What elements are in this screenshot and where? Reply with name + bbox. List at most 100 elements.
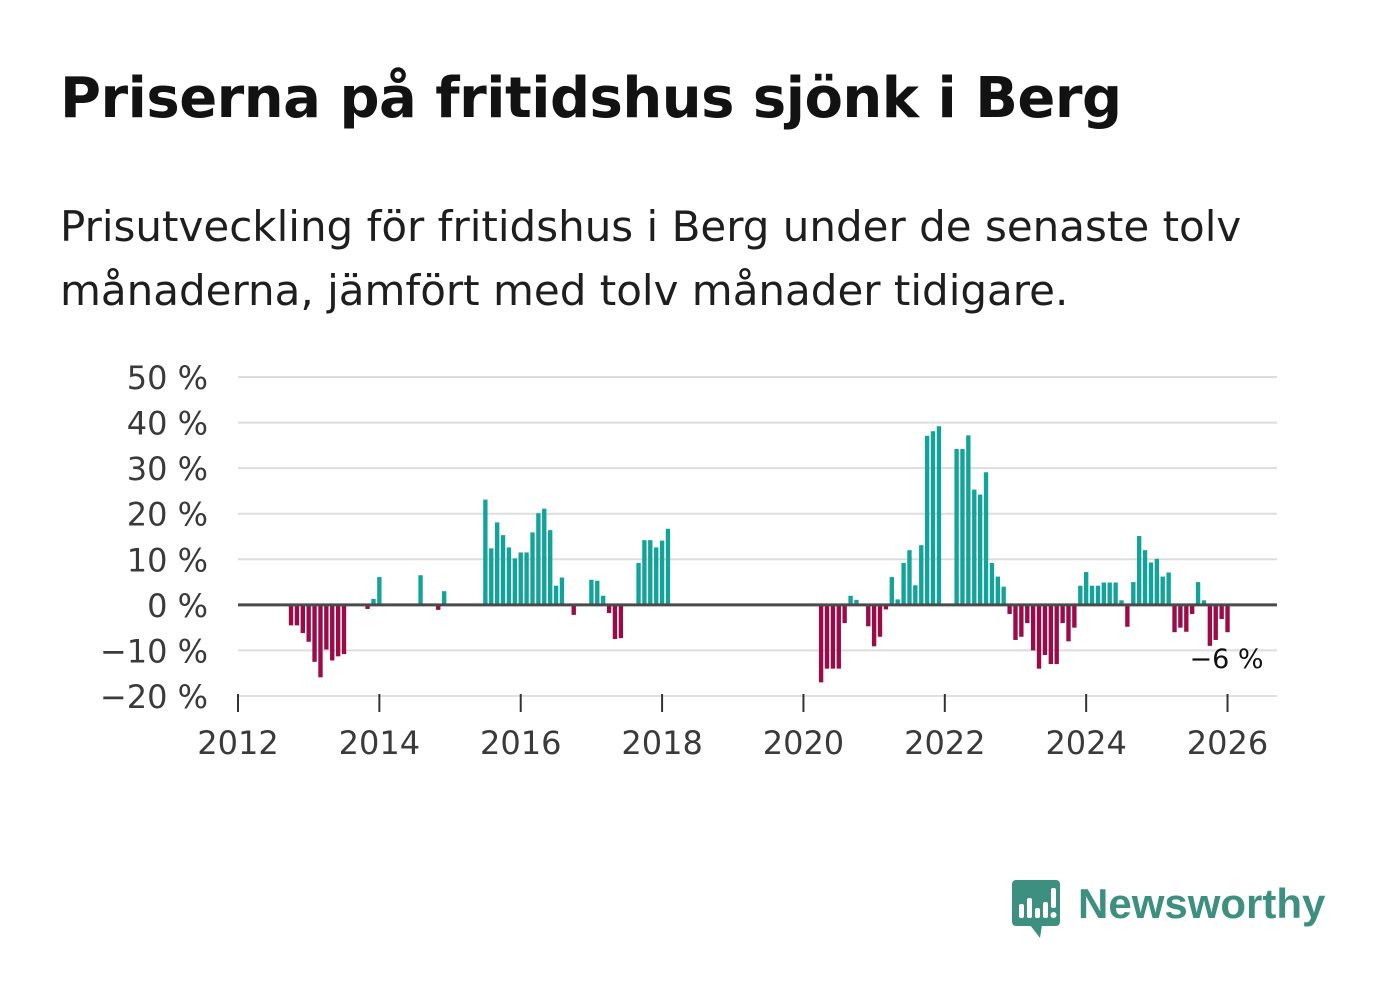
- newsworthy-logo-text: Newsworthy: [1078, 880, 1326, 927]
- bar: [1095, 585, 1101, 605]
- bar: [659, 540, 665, 605]
- bar: [830, 604, 836, 669]
- bar: [1131, 582, 1136, 605]
- bar: [1142, 550, 1148, 605]
- bar: [601, 595, 606, 605]
- bar: [318, 604, 323, 678]
- x-tick-label: 2016: [480, 724, 561, 762]
- bar: [483, 499, 488, 605]
- bar: [871, 604, 877, 647]
- bar: [1072, 604, 1077, 628]
- bar: [901, 562, 906, 605]
- bar: [877, 604, 883, 637]
- bar: [489, 548, 494, 605]
- bar: [824, 604, 830, 669]
- bar: [589, 579, 594, 605]
- y-tick-label: 10 %: [127, 541, 208, 579]
- bar: [1154, 558, 1160, 605]
- bar: [530, 532, 535, 605]
- bar: [294, 604, 300, 626]
- bar: [306, 604, 311, 642]
- bar: [548, 530, 553, 605]
- bar: [924, 435, 930, 605]
- y-tick-label: 20 %: [127, 496, 208, 534]
- bar: [977, 494, 983, 605]
- bar: [1219, 604, 1224, 619]
- y-axis-labels: 50 % 40 % 30 % 20 % 10 % 0 % −10 % −20 %: [100, 359, 208, 716]
- bar: [1136, 536, 1142, 605]
- bar: [1178, 604, 1183, 628]
- bar: [341, 604, 347, 655]
- bar: [1160, 576, 1165, 605]
- bar: [495, 522, 500, 605]
- bar: [960, 449, 965, 605]
- bar: [1172, 604, 1177, 633]
- bar: [312, 604, 317, 662]
- chart-title: Priserna på fritidshus sjönk i Berg: [60, 66, 1122, 131]
- bar: [612, 604, 618, 640]
- bar: [1013, 604, 1018, 640]
- y-tick-label: 30 %: [127, 450, 208, 488]
- bar: [1007, 604, 1012, 614]
- bar: [441, 591, 447, 605]
- bar: [500, 535, 506, 605]
- bar: [883, 604, 889, 610]
- x-tick-label: 2026: [1187, 724, 1268, 762]
- bar: [966, 435, 971, 605]
- bar: [1207, 604, 1213, 646]
- x-tick-label: 2022: [904, 724, 985, 762]
- bar: [335, 604, 341, 657]
- chart-subtitle: Prisutveckling för fritidshus i Berg und…: [60, 202, 1242, 315]
- bar: [936, 426, 942, 605]
- bar: [553, 585, 559, 605]
- bar: [889, 577, 894, 605]
- bar: [895, 599, 900, 605]
- axes: [237, 603, 1277, 712]
- bar: [665, 528, 671, 605]
- bar: [1225, 604, 1230, 633]
- bar: [1060, 604, 1065, 624]
- gridlines: [238, 376, 1277, 697]
- bar: [330, 604, 335, 661]
- x-tick-label: 2024: [1045, 724, 1126, 762]
- bar: [1101, 582, 1107, 605]
- newsworthy-logo: Newsworthy: [1010, 878, 1340, 944]
- bar: [618, 604, 624, 639]
- bar: [365, 604, 370, 609]
- bar: [506, 547, 512, 605]
- bar: [636, 562, 641, 605]
- bar: [1107, 582, 1112, 605]
- y-tick-label: 40 %: [127, 405, 208, 443]
- bar: [854, 599, 859, 605]
- bar: [324, 604, 329, 650]
- bar: [1036, 604, 1042, 669]
- bar: [818, 604, 824, 683]
- bar: [1125, 604, 1130, 627]
- bars: [288, 426, 1230, 683]
- bar: [1089, 585, 1095, 605]
- bar: [642, 540, 647, 605]
- bar: [930, 431, 936, 605]
- x-axis-labels: 2012 2014 2016 2018 2020 2022 2024 2026: [197, 724, 1268, 762]
- bar: [972, 489, 977, 605]
- bar: [654, 547, 659, 605]
- bar: [848, 595, 853, 605]
- bar: [648, 540, 653, 605]
- bar: [512, 558, 518, 605]
- bar: [1019, 604, 1024, 637]
- bar: [418, 575, 423, 605]
- newsworthy-logo-icon: [1012, 880, 1060, 938]
- bar: [1113, 582, 1118, 605]
- bar: [559, 577, 565, 605]
- bar: [288, 604, 294, 626]
- bar: [842, 604, 847, 624]
- bar: [371, 598, 376, 605]
- bar: [1201, 600, 1207, 605]
- y-tick-label: −20 %: [100, 678, 208, 716]
- bar: [1042, 604, 1048, 655]
- bar: [542, 508, 547, 605]
- bar: [1025, 604, 1030, 624]
- bar: [1195, 582, 1201, 605]
- bar: [1054, 604, 1059, 665]
- bar: [1066, 604, 1071, 642]
